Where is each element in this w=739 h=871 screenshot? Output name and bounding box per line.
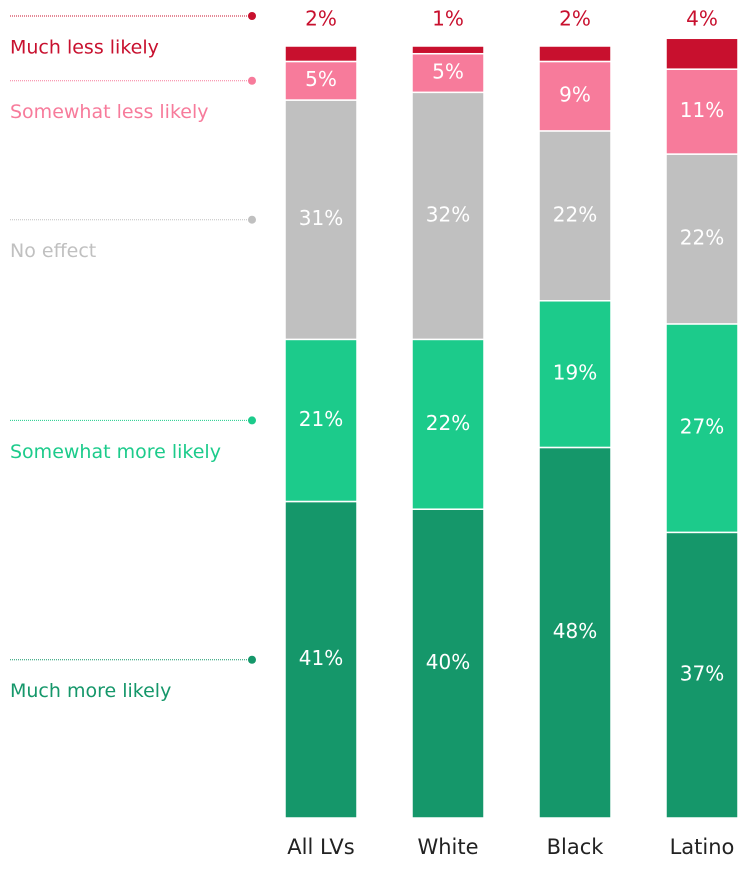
- legend-label: Much less likely: [10, 37, 159, 59]
- legend-label: Somewhat less likely: [10, 101, 209, 123]
- legend-dot: [248, 215, 256, 224]
- value-label: 22%: [680, 226, 724, 250]
- x-tick-label: Black: [547, 835, 605, 859]
- value-label: 48%: [553, 619, 597, 643]
- bar-segment: [538, 300, 612, 449]
- value-label: 40%: [426, 650, 470, 674]
- bar-segment: [411, 91, 485, 341]
- bar-segment: [411, 52, 485, 94]
- value-label: 4%: [686, 7, 718, 31]
- x-tick-label: White: [417, 835, 478, 859]
- bar-segment: [411, 45, 485, 55]
- bar-segment: [665, 37, 739, 70]
- bar-segment: [665, 153, 739, 325]
- bar-segment: [284, 338, 358, 503]
- value-label: 21%: [299, 407, 343, 431]
- value-label: 1%: [432, 7, 464, 31]
- bar-segment: [284, 500, 358, 819]
- legend-dot: [248, 655, 256, 664]
- bar-segment: [538, 446, 612, 819]
- value-label: 22%: [426, 411, 470, 435]
- value-label: 11%: [680, 98, 724, 122]
- value-label: 27%: [680, 415, 724, 439]
- legend-label: Much more likely: [10, 680, 171, 702]
- value-label: 2%: [305, 7, 337, 31]
- value-label: 19%: [553, 361, 597, 385]
- legend-label: Somewhat more likely: [10, 441, 221, 463]
- value-label: 31%: [299, 206, 343, 230]
- bar-segment: [284, 60, 358, 101]
- x-tick-label: All LVs: [287, 835, 354, 859]
- bar-segment: [538, 130, 612, 302]
- bar-segment: [284, 45, 358, 63]
- value-label: 5%: [432, 60, 464, 84]
- bar-segment: [665, 68, 739, 155]
- value-label: 22%: [553, 202, 597, 226]
- legend-dot: [248, 76, 256, 85]
- bar-segment: [538, 45, 612, 63]
- x-tick-label: Latino: [670, 835, 735, 859]
- value-label: 5%: [305, 67, 337, 91]
- value-label: 37%: [680, 662, 724, 686]
- bar-segment: [411, 338, 485, 510]
- legend-label: No effect: [10, 240, 96, 262]
- legend-dot: [248, 416, 256, 425]
- value-label: 9%: [559, 83, 591, 107]
- value-label: 2%: [559, 7, 591, 31]
- value-label: 32%: [426, 202, 470, 226]
- legend-dot: [248, 12, 256, 20]
- bar-segment: [538, 60, 612, 132]
- bar-segment: [665, 531, 739, 819]
- bar-segment: [411, 508, 485, 819]
- value-label: 41%: [299, 646, 343, 670]
